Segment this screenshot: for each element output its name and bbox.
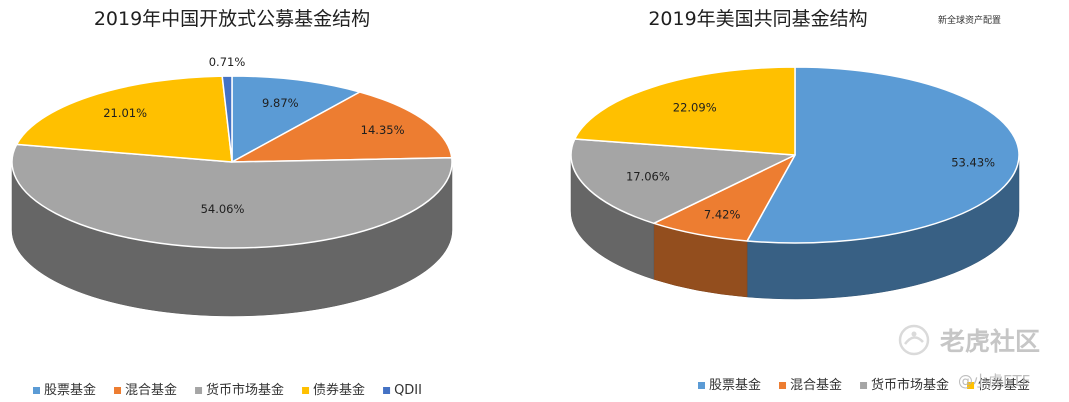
pie-slice-股票基金 (231, 75, 361, 163)
legend-item-混合基金: 混合基金 (779, 377, 842, 393)
legend-label: 股票基金 (709, 377, 761, 393)
legend-item-股票基金: 股票基金 (698, 377, 761, 393)
pie-slice-债券基金 (15, 75, 233, 163)
pie-slice-债券基金 (573, 66, 796, 156)
legend-swatch (114, 387, 122, 394)
legend-item-债券基金: 债券基金 (302, 382, 365, 398)
legend-swatch (698, 382, 705, 389)
legend-label: 债券基金 (313, 382, 365, 398)
data-label-股票基金: 9.87% (262, 96, 299, 110)
pie-slice-混合基金 (231, 91, 453, 163)
left-chart-legend: 股票基金 混合基金 货币市场基金 债券基金 QDII (33, 382, 422, 398)
legend-swatch (33, 387, 40, 394)
watermark-author: @小虎ETF (958, 372, 1030, 390)
legend-swatch (383, 387, 391, 394)
legend-swatch (195, 387, 203, 394)
pie-slice-混合基金 (653, 154, 796, 242)
legend-swatch (860, 382, 868, 389)
source-note: 新全球资产配置 (938, 14, 1001, 26)
legend-label: 混合基金 (125, 382, 177, 398)
legend-swatch (967, 382, 975, 389)
legend-swatch (779, 382, 787, 389)
legend-label: 债券基金 (978, 377, 1030, 393)
data-label-QDII: 0.71% (209, 55, 246, 69)
data-label-股票基金: 53.43% (951, 156, 995, 170)
legend-label: 货币市场基金 (871, 377, 949, 393)
pie-data-labels: 53.43% 7.42% 17.06% 22.09% (626, 101, 995, 222)
legend-item-债券基金: 债券基金 (967, 377, 1030, 393)
pie-top-faces (11, 75, 453, 249)
pie-top-faces (570, 66, 1020, 244)
data-label-货币市场基金: 54.06% (201, 202, 245, 216)
right-pie-chart: 53.43% 7.42% 17.06% 22.09% (570, 66, 1020, 300)
data-label-债券基金: 22.09% (673, 101, 717, 115)
tiger-logo-icon (898, 324, 930, 356)
legend-item-股票基金: 股票基金 (33, 382, 96, 398)
legend-label: QDII (394, 383, 422, 398)
legend-item-货币市场基金: 货币市场基金 (195, 382, 284, 398)
pie-slice-QDII (221, 75, 233, 163)
pie-slice-货币市场基金 (11, 143, 453, 249)
data-label-货币市场基金: 17.06% (626, 169, 670, 183)
legend-label: 股票基金 (44, 382, 96, 398)
legend-item-货币市场基金: 货币市场基金 (860, 377, 949, 393)
legend-label: 货币市场基金 (206, 382, 284, 398)
legend-item-混合基金: 混合基金 (114, 382, 177, 398)
watermark: 老虎社区 @小虎ETF (898, 324, 1040, 390)
data-label-混合基金: 7.42% (704, 207, 741, 221)
data-label-债券基金: 21.01% (103, 106, 147, 120)
left-pie-chart: 9.87% 14.35% 54.06% 21.01% 0.71% (11, 55, 453, 317)
pie-slice-货币市场基金 (570, 138, 796, 225)
pie-data-labels: 9.87% 14.35% 54.06% 21.01% 0.71% (103, 55, 404, 216)
legend-item-QDII: QDII (383, 383, 422, 398)
legend-label: 混合基金 (790, 377, 842, 393)
watermark-brand: 老虎社区 (940, 327, 1040, 356)
right-chart-legend: 股票基金 混合基金 货币市场基金 债券基金 (698, 377, 1030, 393)
pie-slice-股票基金 (746, 66, 1020, 244)
right-chart-title: 2019年美国共同基金结构 (648, 8, 867, 30)
legend-swatch (302, 387, 310, 394)
data-label-混合基金: 14.35% (361, 123, 405, 137)
left-chart-title: 2019年中国开放式公募基金结构 (94, 8, 370, 30)
